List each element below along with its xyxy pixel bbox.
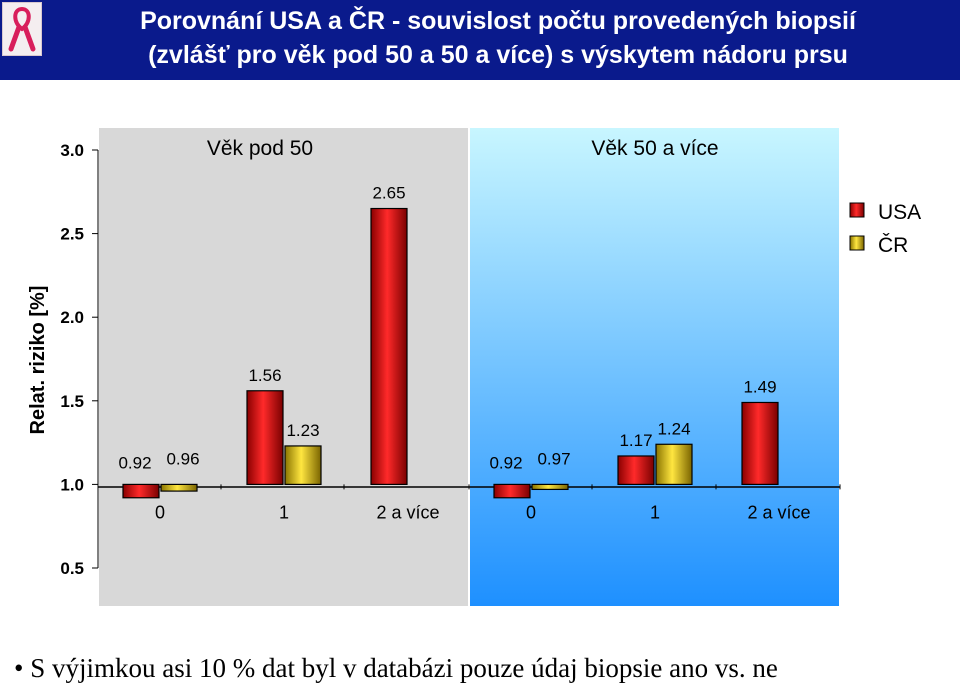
- data-label: 2.65: [372, 184, 405, 203]
- legend-label-usa: USA: [878, 201, 921, 224]
- y-tick-label: 1.0: [60, 475, 84, 494]
- data-label: 0.92: [118, 453, 151, 472]
- data-label: 1.17: [619, 431, 652, 450]
- title-line-2: (zvlášť pro věk pod 50 a 50 a více) s vý…: [148, 41, 848, 69]
- y-tick-label: 2.5: [60, 225, 84, 244]
- legend-swatch-usa: [849, 202, 865, 218]
- bar-cr: [284, 445, 322, 486]
- category-label: 2 a více: [747, 502, 810, 522]
- y-tick-label: 2.0: [60, 308, 84, 327]
- title-line-1: Porovnání USA a ČR - souvislost počtu pr…: [140, 7, 856, 35]
- bar-usa: [122, 483, 160, 499]
- bar-cr: [655, 443, 693, 486]
- bar-usa: [370, 207, 408, 486]
- y-tick-label: 3.0: [60, 141, 84, 160]
- legend: USA ČR: [849, 201, 921, 257]
- group-title-under-50: Věk pod 50: [207, 137, 313, 160]
- bar-usa: [246, 390, 284, 486]
- y-tick-label: 0.5: [60, 559, 84, 578]
- group-title-50-plus: Věk 50 a více: [591, 137, 718, 160]
- bar-usa: [617, 455, 655, 486]
- bullet-text: S výjimkou asi 10 % dat byl v databázi p…: [30, 653, 778, 683]
- category-label: 0: [526, 502, 536, 522]
- ribbon-logo-icon: [2, 2, 42, 56]
- page-title: Porovnání USA a ČR - souvislost počtu pr…: [48, 4, 948, 72]
- bar-chart: 3.0 2.5 2.0 1.5 1.0 0.5 0.92 1.56 2.65 0.96 1.23 0…: [27, 128, 921, 606]
- data-label: 1.49: [743, 377, 776, 396]
- data-label: 1.56: [248, 366, 281, 385]
- y-tick-label: 1.5: [60, 392, 84, 411]
- y-axis-label: Relat. riziko [%]: [27, 286, 49, 435]
- category-label: 1: [650, 502, 660, 522]
- legend-swatch-cr: [849, 235, 865, 251]
- slide-header: Porovnání USA a ČR - souvislost počtu pr…: [0, 0, 960, 80]
- data-label: 0.92: [489, 453, 522, 472]
- bar-usa: [741, 401, 779, 485]
- category-label: 0: [155, 502, 165, 522]
- panel-age-50-plus: [470, 128, 839, 606]
- data-label: 0.97: [537, 449, 570, 468]
- legend-label-cr: ČR: [878, 234, 908, 257]
- panel-age-under-50: [99, 128, 468, 606]
- bar-cr: [531, 483, 569, 491]
- data-label: 1.23: [286, 421, 319, 440]
- data-label: 1.24: [657, 419, 690, 438]
- bullet-note: • S výjimkou asi 10 % dat byl v databázi…: [14, 653, 778, 683]
- category-label: 2 a více: [376, 502, 439, 522]
- bar-cr: [160, 483, 198, 492]
- category-label: 1: [279, 502, 289, 522]
- data-label: 0.96: [166, 449, 199, 468]
- bar-usa: [493, 483, 531, 499]
